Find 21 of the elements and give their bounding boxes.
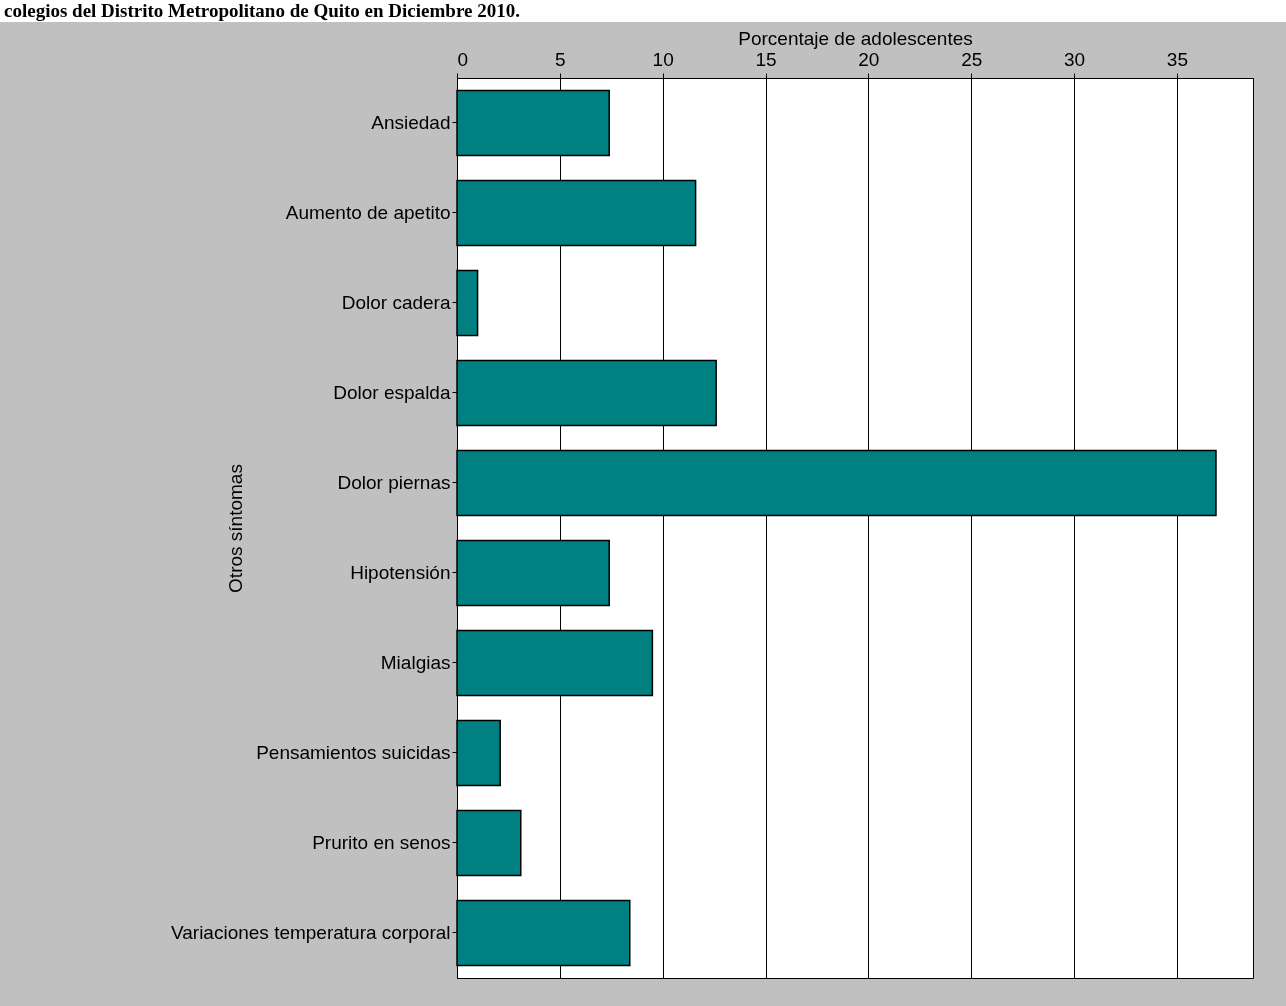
- x-tick-label: 20: [858, 48, 880, 70]
- y-tick-label: Pensamientos suicidas: [256, 742, 451, 763]
- x-tick-label: 25: [961, 48, 983, 70]
- y-axis-title: Otros síntomas: [224, 464, 246, 593]
- y-tick-label: Dolor espalda: [333, 382, 451, 403]
- x-tick-label: 15: [755, 48, 777, 70]
- y-tick-label: Ansiedad: [371, 112, 451, 133]
- x-axis-title: Porcentaje de adolescentes: [738, 27, 973, 49]
- y-tick-label: Dolor cadera: [341, 292, 451, 313]
- y-tick-label: Variaciones temperatura corporal: [170, 922, 451, 943]
- y-tick-label: Mialgias: [380, 652, 451, 673]
- x-tick-label: 30: [1063, 48, 1086, 70]
- y-tick-label: Aumento de apetito: [285, 202, 451, 223]
- x-tick-label: 0: [457, 48, 469, 70]
- y-tick-label: Dolor piernas: [337, 472, 451, 493]
- text: colegios del Distrito Metropolitano de Quito en Diciembre 2010.: [0, 0, 1286, 22]
- y-tick-label: Hipotensión: [350, 562, 451, 583]
- x-tick-label: 10: [652, 48, 674, 70]
- x-tick-label: 5: [555, 48, 566, 70]
- y-tick-label: Prurito en senos: [312, 832, 451, 853]
- x-tick-label: 35: [1166, 48, 1188, 70]
